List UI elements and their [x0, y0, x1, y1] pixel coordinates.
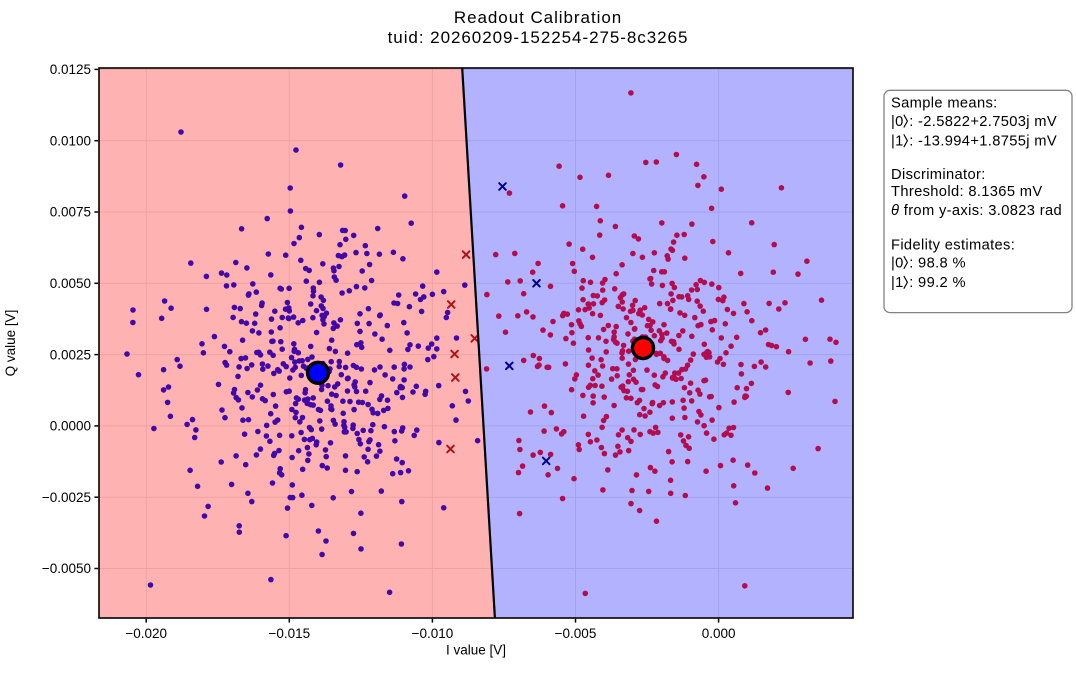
svg-text:: 98.8 %: : 98.8 % [909, 255, 966, 271]
svg-text:0.0000: 0.0000 [50, 419, 91, 434]
svg-text:0.0025: 0.0025 [50, 347, 91, 362]
svg-text:Discriminator:: Discriminator: [891, 167, 986, 183]
svg-text:Fidelity estimates:: Fidelity estimates: [891, 238, 1015, 254]
svg-text:−0.010: −0.010 [412, 626, 454, 641]
svg-text:|1: |1 [891, 275, 904, 291]
svg-text:−0.015: −0.015 [268, 626, 310, 641]
svg-text:tuid: 20260209-152254-275-8c32: tuid: 20260209-152254-275-8c3265 [388, 28, 689, 47]
svg-text:θ from y-axis: 3.0823 rad: θ from y-axis: 3.0823 rad [891, 203, 1062, 219]
svg-text:0.0075: 0.0075 [50, 205, 91, 220]
svg-text:|0: |0 [891, 114, 904, 130]
svg-text:: 99.2 %: : 99.2 % [909, 275, 966, 291]
svg-text:: -2.5822+2.7503j mV: : -2.5822+2.7503j mV [909, 114, 1057, 130]
svg-text:: -13.994+1.8755j mV: : -13.994+1.8755j mV [909, 134, 1057, 150]
svg-text:−0.020: −0.020 [125, 626, 167, 641]
svg-text:Sample means:: Sample means: [891, 96, 998, 112]
svg-text:|0: |0 [891, 255, 904, 271]
svg-text:0.0100: 0.0100 [50, 133, 91, 148]
svg-text:0.0050: 0.0050 [50, 276, 91, 291]
svg-text:Readout Calibration: Readout Calibration [454, 8, 622, 27]
svg-text:0.0125: 0.0125 [50, 62, 91, 77]
svg-text:−0.005: −0.005 [555, 626, 597, 641]
svg-text:−0.0025: −0.0025 [42, 490, 91, 505]
svg-text:I value [V]: I value [V] [446, 643, 506, 658]
svg-text:|1: |1 [891, 134, 904, 150]
svg-text:−0.0050: −0.0050 [42, 561, 91, 576]
svg-text:Q value [V]: Q value [V] [3, 310, 18, 377]
svg-text:0.000: 0.000 [702, 626, 736, 641]
svg-text:Threshold: 8.1365 mV: Threshold: 8.1365 mV [891, 184, 1043, 200]
